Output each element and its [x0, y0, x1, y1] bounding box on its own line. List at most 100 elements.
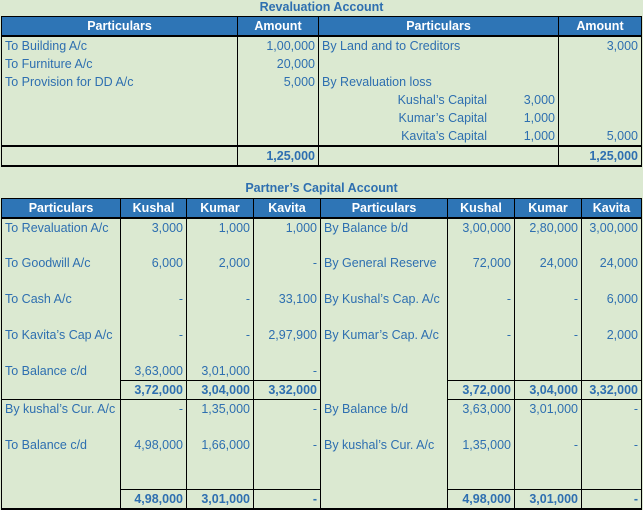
amount: 33,100	[253, 290, 321, 326]
amount: 3,000	[120, 218, 187, 254]
table-row: To Furniture A/c 20,000	[1, 55, 642, 73]
table-row: To Provision for DD A/c 5,000 By Revalua…	[1, 73, 642, 91]
amount: -	[514, 326, 582, 362]
amount: -	[120, 326, 187, 362]
partner-label: Kushal’s Capital	[397, 93, 487, 107]
empty-cell	[237, 109, 319, 127]
empty-cell	[558, 55, 642, 73]
amount: -	[514, 290, 582, 326]
partner-label: Kavita’s Capital	[401, 129, 487, 143]
table-row: To Revaluation A/c 3,000 1,000 1,000 By Bala…	[1, 218, 642, 254]
amount: 1,00,000	[237, 36, 319, 55]
partner-amount: 3,000	[523, 93, 555, 107]
amount: 6,000	[581, 290, 642, 326]
empty-cell	[1, 127, 238, 146]
amount: 20,000	[237, 55, 319, 73]
header-row: Particulars Kushal Kumar Kavita Particul…	[1, 198, 642, 219]
amount: 1,000	[253, 218, 321, 254]
amount: 5,000	[558, 127, 642, 146]
amount: 5,000	[237, 73, 319, 91]
total-amount: 3,32,000	[253, 380, 321, 400]
col-header: Particulars	[320, 198, 448, 219]
empty-cell	[1, 145, 238, 167]
col-header: Kavita	[253, 198, 321, 219]
partner-amount: 1,000	[523, 129, 555, 143]
partner-label: Kumar’s Capital	[398, 111, 487, 125]
col-header: Kumar	[186, 198, 254, 219]
amount: 1,66,000	[186, 435, 254, 490]
amount: 1,35,000	[447, 435, 515, 490]
particular: To Cash A/c	[1, 290, 121, 326]
amount: -	[253, 435, 321, 490]
amount: -	[120, 290, 187, 326]
capital-title: Partner’s Capital Account	[245, 181, 398, 195]
table-row: Kavita’s Capital 1,000 5,000	[1, 127, 642, 146]
table-row: By kushal’s Cur. A/c -1,35,000- By Balance…	[1, 399, 642, 436]
col-header: Particulars	[318, 16, 559, 37]
empty-cell	[318, 55, 559, 73]
table-row: Kumar’s Capital 1,000	[1, 109, 642, 127]
total-amount: 3,04,000	[514, 380, 582, 400]
col-header: Amount	[558, 16, 642, 37]
total-amount: 3,01,000	[514, 489, 582, 510]
empty-cell	[1, 489, 121, 510]
total-amount: 4,98,000	[447, 489, 515, 510]
empty-cell	[237, 127, 319, 146]
amount: 2,000	[581, 326, 642, 362]
header-row: Particulars Amount Particulars Amount	[1, 16, 642, 37]
total-amount: -	[253, 489, 321, 510]
amount: -	[186, 326, 254, 362]
table-row: To Balance c/d 4,98,000 1,66,000- By kushal…	[1, 435, 642, 510]
table-row: To Kavita’s Cap A/c - -2,97,900 By Kumar’s …	[1, 326, 642, 400]
loss-split: Kushal’s Capital 3,000	[318, 91, 559, 109]
particular: By kushal’s Cur. A/c	[1, 399, 121, 436]
amount: 1,35,000	[186, 399, 254, 436]
total-amount: 3,32,000	[581, 380, 642, 400]
total-amount: 3,04,000	[186, 380, 254, 400]
amount: -	[253, 254, 321, 290]
empty-cell	[318, 145, 559, 167]
revaluation-table: Particulars Amount Particulars Amount To…	[1, 16, 642, 167]
particular: By Kushal’s Cap. A/c	[320, 290, 448, 326]
amount: 2,97,900	[253, 326, 321, 362]
total-row: 1,25,000 1,25,000	[1, 145, 642, 167]
amount: 72,000	[447, 254, 515, 290]
table-row: Kushal’s Capital 3,000	[1, 91, 642, 109]
col-header: Amount	[237, 16, 319, 37]
particular: By Balance b/d	[320, 218, 448, 254]
amount: 2,80,000	[514, 218, 582, 254]
capital-table: Particulars Kushal Kumar Kavita Particul…	[1, 198, 642, 510]
amount: 3,01,000	[186, 362, 254, 381]
total-amount: 3,01,000	[186, 489, 254, 510]
particular: To Building A/c	[1, 36, 238, 55]
col-header: Particulars	[1, 198, 121, 219]
table-row: To Building A/c 1,00,000 By Land and to …	[1, 36, 642, 55]
col-header: Particulars	[1, 16, 238, 37]
particular: To Provision for DD A/c	[1, 73, 238, 91]
col-header: Kushal	[120, 198, 187, 219]
amount: 24,000	[581, 254, 642, 290]
amount: -	[120, 399, 187, 436]
particular: To Balance c/d	[1, 362, 121, 400]
empty-cell	[447, 362, 515, 381]
amount: 3,00,000	[581, 218, 642, 254]
particular: By Kumar’s Cap. A/c	[320, 326, 448, 400]
total-credit: 1,25,000	[558, 145, 642, 167]
table-row: To Balance c/d 3,63,000 3,01,000-	[1, 362, 642, 400]
revaluation-title: Revaluation Account	[259, 0, 384, 14]
total-amount: 4,98,000	[120, 489, 187, 510]
total-amount: -	[581, 489, 642, 510]
amount: -	[447, 290, 515, 326]
amount: 6,000	[120, 254, 187, 290]
empty-cell	[558, 91, 642, 109]
particular: To Furniture A/c	[1, 55, 238, 73]
loss-split: Kumar’s Capital 1,000	[318, 109, 559, 127]
amount: 3,000	[558, 36, 642, 55]
particular: By Balance b/d	[320, 399, 448, 436]
amount: 3,63,000	[120, 362, 187, 381]
amount: -	[514, 435, 582, 490]
particular: To Revaluation A/c	[1, 218, 121, 254]
empty-cell	[237, 91, 319, 109]
amount: 2,000	[186, 254, 254, 290]
loss-split: Kavita’s Capital 1,000	[318, 127, 559, 146]
